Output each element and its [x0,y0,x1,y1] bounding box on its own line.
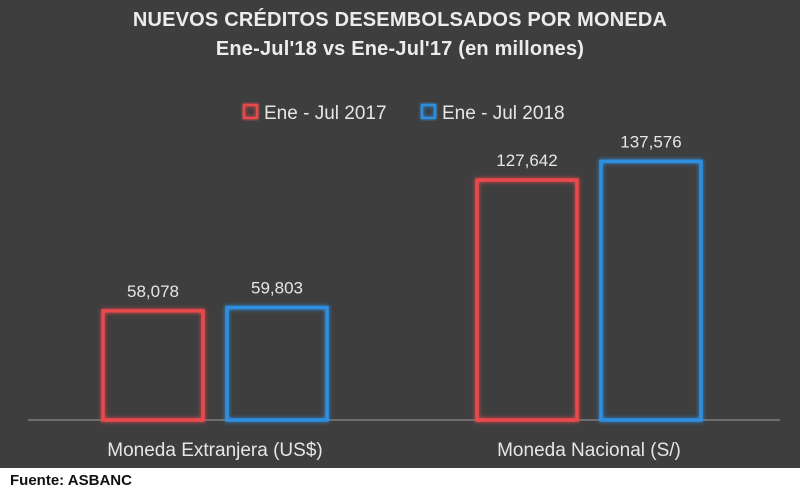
legend-label: Ene - Jul 2017 [264,103,387,124]
bar-2017-nacional [475,178,579,422]
bar-2017-extranjera [101,309,205,422]
legend-swatch [242,103,259,120]
data-label: 137,576 [620,132,681,151]
chart-subtitle: Ene-Jul'18 vs Ene-Jul'17 (en millones) [215,38,585,60]
bar-2018-extranjera [225,305,329,422]
category-label: Moneda Nacional (S/) [497,440,681,461]
data-label: 59,803 [251,279,303,298]
source-note: Fuente: ASBANC [10,472,132,489]
data-label: 58,078 [127,282,179,301]
chart-panel [0,0,800,468]
data-label: 127,642 [496,151,557,170]
bar-2018-nacional [599,159,703,422]
chart-title: NUEVOS CRÉDITOS DESEMBOLSADOS POR MONEDA [132,9,668,31]
bar-chart: 58,078 59,803 Moneda Extranjera (US$) 127,6… [28,103,780,461]
legend-swatch [420,103,437,120]
category-label: Moneda Extranjera (US$) [107,440,322,461]
legend-label: Ene - Jul 2018 [442,103,565,124]
